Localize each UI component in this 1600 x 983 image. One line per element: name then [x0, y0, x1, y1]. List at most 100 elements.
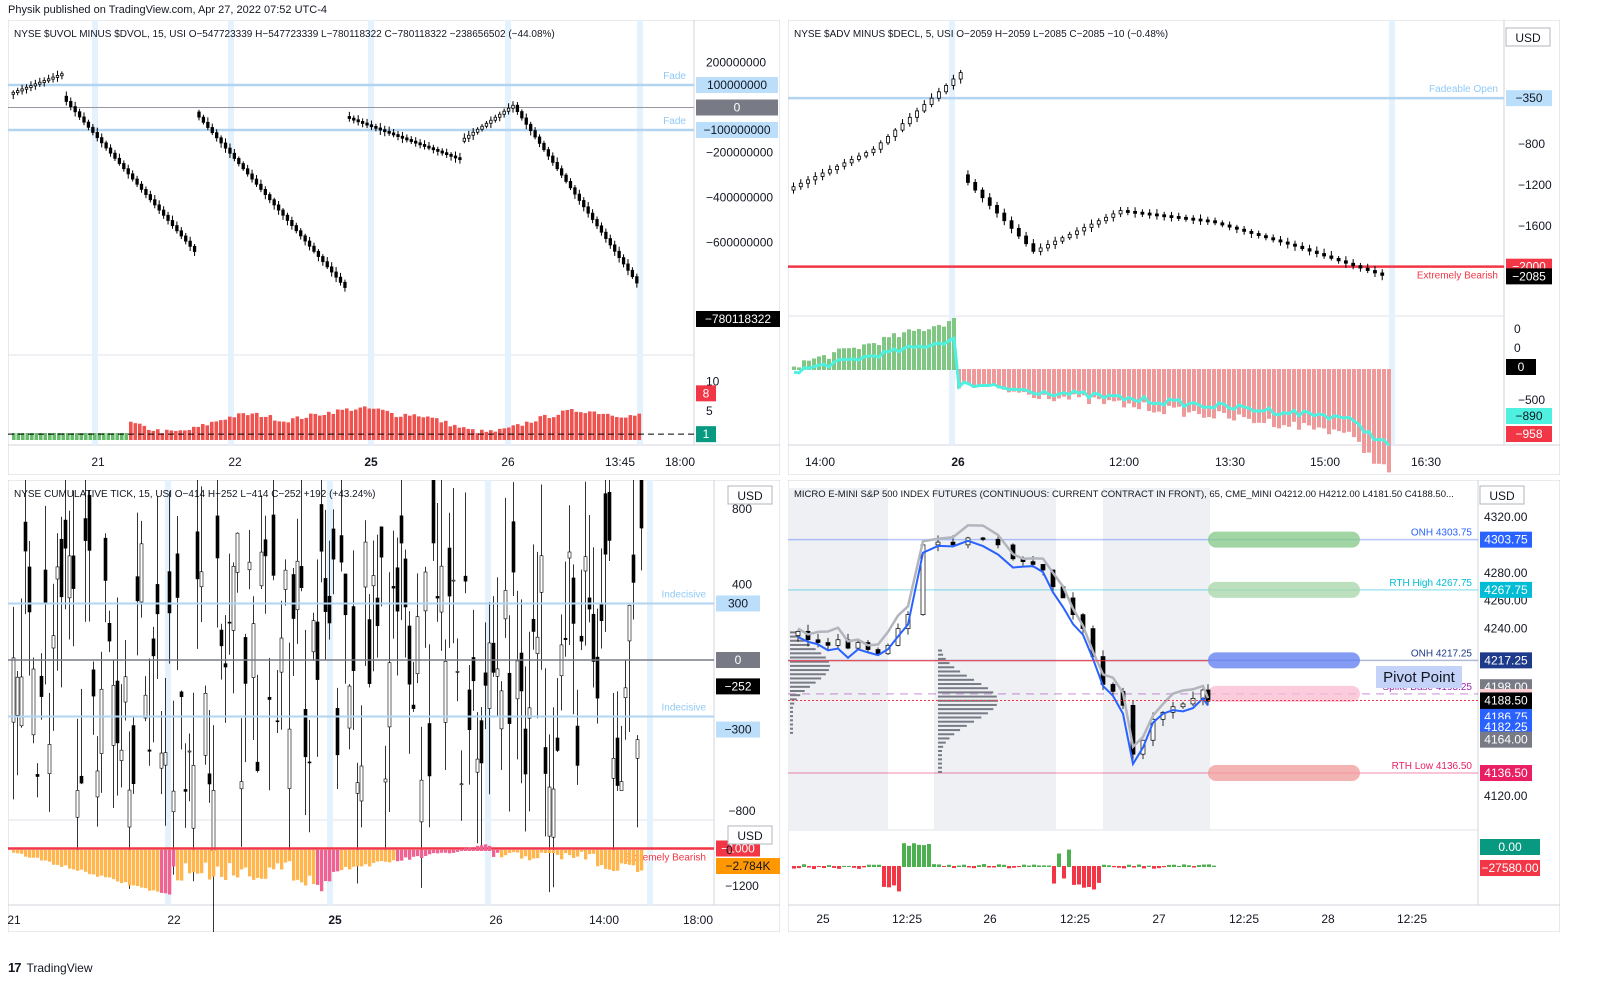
candle — [55, 75, 60, 78]
volume-bar — [462, 427, 466, 440]
histogram-bar — [1057, 369, 1061, 399]
micro-emini-chart-panel[interactable]: MICRO E-MINI S&P 500 INDEX FUTURES (CONT… — [788, 480, 1560, 932]
candle — [875, 649, 881, 655]
time-axis-label: 12:25 — [1060, 912, 1090, 926]
candle — [107, 623, 112, 642]
candle — [857, 155, 861, 160]
candle — [63, 519, 68, 549]
uvol-chart-panel[interactable]: NYSE $UVOL MINUS $DVOL, 15, USI O−547723… — [8, 20, 780, 475]
histogram-bar — [907, 329, 911, 370]
volume-bar — [282, 421, 286, 440]
candle — [46, 78, 51, 82]
volume-bar — [34, 433, 39, 440]
histogram-bar — [264, 850, 268, 879]
histogram-bar — [524, 850, 528, 857]
histogram-bar — [1027, 369, 1031, 395]
candle — [798, 182, 803, 188]
volume-bar — [538, 416, 543, 440]
histogram-bar — [396, 850, 400, 862]
histogram-bar — [977, 865, 981, 867]
candle — [607, 491, 612, 541]
candle — [1040, 564, 1046, 571]
candle — [498, 113, 502, 118]
candle — [842, 162, 847, 167]
histogram-bar — [942, 866, 946, 868]
histogram-bar — [372, 850, 376, 863]
candle — [575, 725, 580, 766]
candle — [179, 230, 183, 237]
histogram-bar — [80, 850, 84, 870]
candle — [1300, 245, 1305, 250]
volume-profile-bar — [938, 691, 994, 694]
volume-bar — [277, 421, 282, 440]
price-axis-tick: −1600 — [1518, 219, 1552, 233]
histogram-bar — [208, 850, 212, 880]
histogram-bar — [1337, 369, 1341, 432]
candle — [475, 758, 480, 773]
candle — [201, 116, 206, 123]
candle — [568, 181, 573, 189]
histogram-bar — [1317, 369, 1321, 428]
histogram-bar — [1062, 866, 1066, 879]
candle — [820, 172, 825, 177]
candle — [519, 652, 524, 692]
histogram-bar — [1122, 369, 1126, 408]
volume-bar — [286, 422, 291, 440]
candle — [1285, 241, 1290, 245]
histogram-bar — [412, 850, 416, 857]
candle — [583, 556, 588, 572]
adv-decl-chart-panel[interactable]: NYSE $ADV MINUS $DECL, 5, USI O−2059 H−2… — [788, 20, 1560, 475]
histogram-bar — [552, 850, 556, 854]
session-break — [92, 20, 98, 445]
candle — [595, 656, 600, 699]
candle — [119, 749, 124, 761]
candle — [1373, 270, 1377, 274]
volume-profile-bar — [938, 762, 942, 765]
candle — [135, 576, 140, 602]
last-price-tag: −2085 — [1512, 269, 1546, 283]
histogram-bar — [1157, 866, 1161, 869]
level-price-tag-bg — [716, 652, 760, 668]
candle — [43, 569, 48, 604]
candle — [307, 761, 312, 764]
volume-bar — [237, 413, 241, 440]
candle — [187, 750, 192, 753]
histogram-bar — [616, 850, 620, 871]
volume-bar — [403, 413, 408, 440]
candle — [639, 480, 644, 529]
candle — [11, 91, 15, 95]
volume-bar — [592, 411, 597, 440]
candle — [1104, 216, 1108, 222]
histogram-bar — [1152, 866, 1156, 869]
histogram-bar — [1117, 866, 1121, 868]
histogram-bar — [1097, 866, 1101, 883]
histogram-bar — [847, 865, 851, 867]
volume-bar — [84, 433, 88, 440]
histogram-bar — [312, 850, 316, 885]
volume-profile-bar — [790, 710, 793, 713]
volume-bar — [354, 409, 358, 440]
volume-profile-bar — [790, 694, 801, 697]
candle — [415, 616, 420, 675]
volume-profile-bar — [938, 712, 988, 715]
volume-profile-bar — [938, 687, 988, 690]
histogram-bar — [1092, 369, 1096, 398]
histogram-bar — [180, 850, 184, 881]
volume-bar — [300, 418, 304, 440]
sub-tag: 0 — [1518, 360, 1525, 374]
volume-bar — [633, 415, 637, 440]
candle — [16, 90, 20, 94]
histogram-bar — [636, 850, 640, 873]
volume-bar — [192, 426, 196, 440]
histogram-bar — [456, 850, 460, 852]
cumulative-tick-chart-panel[interactable]: NYSE CUMULATIVE TICK, 15, USI O−414 H−25… — [8, 480, 780, 932]
candle — [886, 136, 890, 144]
candle — [567, 551, 572, 559]
candle — [524, 117, 528, 125]
histogram-bar — [256, 850, 260, 878]
volume-bar — [178, 430, 183, 440]
histogram-bar — [1097, 369, 1101, 400]
candle — [613, 244, 617, 252]
candle — [502, 110, 506, 115]
histogram-bar — [1132, 866, 1136, 868]
